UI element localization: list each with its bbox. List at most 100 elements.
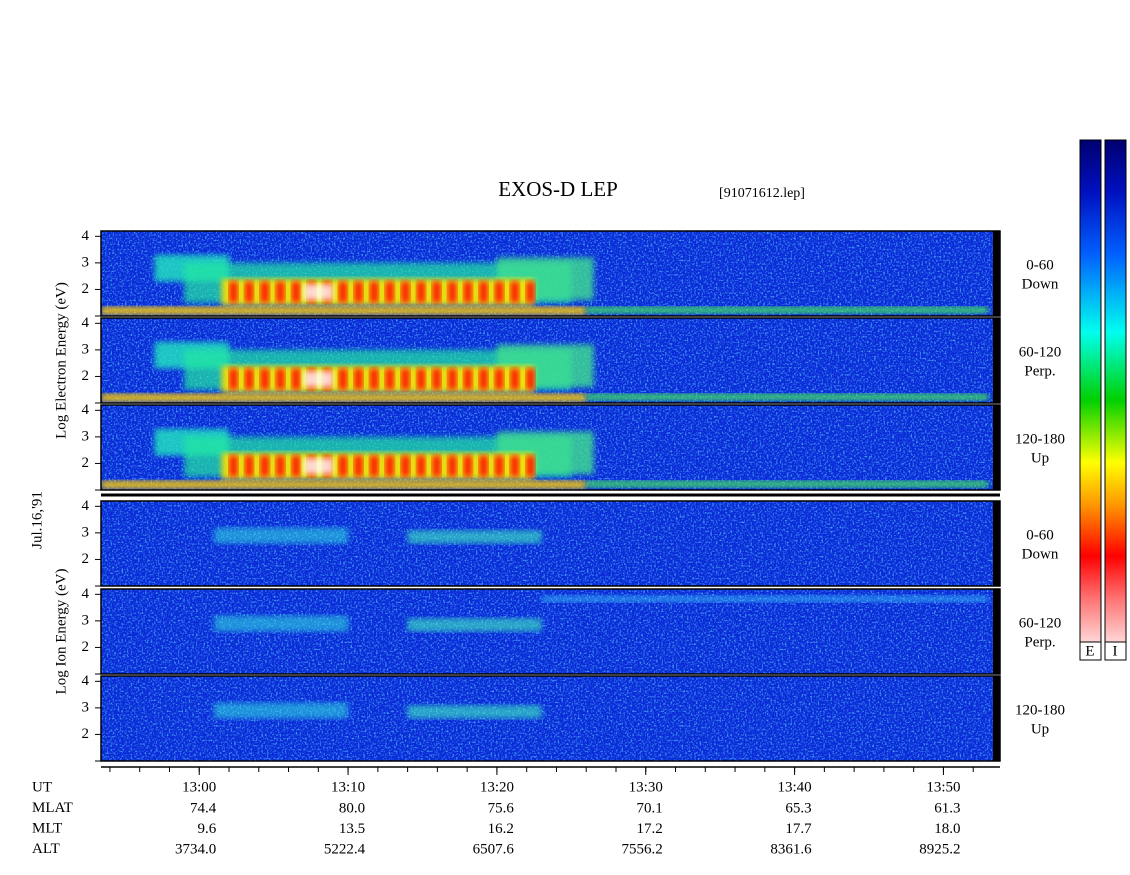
intensity	[541, 595, 989, 603]
y-tick-label: 3	[82, 524, 90, 540]
intensity	[303, 458, 334, 475]
intensity	[369, 368, 379, 390]
y-tick-label: 2	[82, 455, 90, 471]
ephemeris-value: 16.2	[488, 821, 514, 837]
intensity	[214, 527, 349, 544]
panel-label: Up	[1031, 450, 1049, 466]
intensity	[447, 455, 457, 477]
ephemeris-value: 8925.2	[919, 841, 960, 857]
intensity	[525, 455, 535, 477]
intensity	[303, 371, 334, 388]
y-tick-label: 3	[82, 612, 90, 628]
panel-label: 60-120	[1019, 344, 1062, 360]
y-tick-label: 4	[82, 498, 90, 514]
intensity	[400, 281, 410, 303]
intensity	[229, 368, 238, 390]
panel-label: 120-180	[1015, 431, 1065, 447]
x-tick-label: 13:50	[926, 779, 960, 795]
panel-label: Perp.	[1024, 634, 1055, 650]
panel-label: Up	[1031, 721, 1049, 737]
intensity	[525, 368, 535, 390]
intensity	[510, 281, 520, 303]
intensity	[354, 281, 363, 303]
y-tick-label: 2	[82, 281, 90, 297]
colorbar-box	[1079, 641, 1102, 661]
ephemeris-label: UT	[32, 779, 52, 795]
intensity	[586, 393, 989, 401]
intensity	[463, 368, 473, 390]
panel-label: Perp.	[1024, 363, 1055, 379]
intensity	[479, 368, 488, 390]
ephemeris-value: 9.6	[197, 821, 216, 837]
y-tick-label: 4	[82, 586, 90, 602]
ephemeris-value: 13.5	[339, 821, 365, 837]
intensity	[275, 455, 285, 477]
y-tick-label: 3	[82, 699, 90, 715]
x-tick-label: 13:30	[629, 779, 663, 795]
ephemeris-value: 18.0	[934, 821, 960, 837]
intensity	[447, 281, 457, 303]
intensity	[400, 455, 410, 477]
ephemeris-label: MLT	[32, 820, 62, 836]
intensity	[510, 455, 520, 477]
colorbar	[1104, 139, 1127, 661]
intensity	[354, 455, 363, 477]
panel	[101, 318, 1000, 403]
intensity	[494, 455, 504, 477]
intensity	[244, 281, 254, 303]
panel-frame	[100, 404, 1001, 491]
panel-label: Down	[1022, 546, 1059, 562]
panel	[101, 231, 1000, 316]
intensity	[479, 455, 488, 477]
intensity	[479, 281, 488, 303]
edge-strip	[993, 405, 1000, 490]
colorbar-label: E	[1085, 643, 1094, 659]
y-tick-label: 4	[82, 402, 90, 418]
intensity	[338, 281, 348, 303]
ephemeris-value: 70.1	[637, 800, 663, 816]
intensity	[338, 455, 348, 477]
intensity	[586, 306, 989, 314]
ephemeris-value: 65.3	[785, 800, 811, 816]
intensity	[407, 705, 542, 719]
intensity	[260, 455, 270, 477]
panel-frame	[100, 588, 1001, 675]
date-label: Jul.16,'91	[29, 491, 45, 549]
intensity	[101, 480, 587, 489]
intensity	[101, 306, 587, 315]
ephemeris-value: 6507.6	[473, 841, 515, 857]
intensity	[407, 618, 542, 632]
panel-label: 0-60	[1026, 257, 1054, 273]
ephemeris-value: 80.0	[339, 800, 365, 816]
intensity	[432, 368, 442, 390]
intensity	[338, 368, 348, 390]
intensity	[432, 281, 442, 303]
intensity	[400, 368, 410, 390]
intensity	[303, 284, 334, 301]
y-tick-label: 3	[82, 341, 90, 357]
panel-frame	[100, 500, 1001, 587]
panel-frame	[100, 230, 1001, 317]
intensity	[385, 455, 395, 477]
panel-frame	[100, 317, 1001, 404]
panel	[101, 501, 1000, 586]
intensity	[510, 368, 520, 390]
intensity	[260, 281, 270, 303]
intensity	[494, 368, 504, 390]
y-tick-label: 2	[82, 368, 90, 384]
intensity	[407, 530, 542, 544]
y-tick-label: 2	[82, 639, 90, 655]
intensity	[525, 281, 535, 303]
ephemeris-value: 74.4	[190, 800, 217, 816]
x-tick-label: 13:00	[182, 779, 216, 795]
intensity	[229, 455, 238, 477]
intensity	[416, 281, 426, 303]
edge-strip	[993, 231, 1000, 316]
intensity	[369, 281, 379, 303]
intensity	[244, 368, 254, 390]
intensity	[275, 281, 285, 303]
ephemeris-value: 8361.6	[770, 841, 812, 857]
ephemeris-value: 7556.2	[622, 841, 663, 857]
intensity	[229, 281, 238, 303]
